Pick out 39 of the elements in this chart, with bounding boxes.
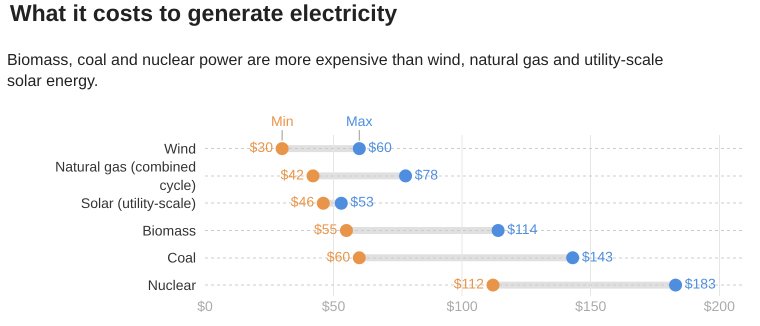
point [352,251,366,264]
data-label: $55 [314,221,338,238]
y-tick-label: Wind [164,140,196,157]
point [492,224,505,238]
data-label: $53 [350,194,374,210]
data-label: $114 [507,221,538,238]
y-tick-label: Coal [167,250,196,266]
point [352,142,366,156]
point [306,169,320,182]
point [669,278,682,292]
x-tick-label: $150 [575,298,606,314]
point [276,142,289,156]
series-label: Max [346,113,372,129]
series-label: Min [271,113,294,129]
chart-title: What it costs to generate electricity [10,0,398,26]
point [566,251,580,264]
y-tick-label: Solar (utility-scale) [80,195,196,212]
data-label: $60 [326,248,350,264]
data-label: $30 [250,139,274,156]
y-tick-label: Nuclear [148,276,196,293]
x-tick-label: $200 [704,298,736,314]
data-label: $46 [290,194,314,210]
data-label: $143 [582,248,614,264]
point [316,196,330,210]
data-label: $42 [280,166,304,182]
y-tick-label: Natural gas (combined cycle) [55,158,196,193]
point [486,278,500,292]
data-label: $60 [368,139,392,156]
point [340,224,353,238]
chart-subtitle: Biomass, coal and nuclear power are more expensive than wind, natural gas and utility-scale solar energy. [7,52,664,90]
y-tick-label: Biomass [142,222,196,238]
point [334,196,348,210]
data-label: $78 [414,166,438,182]
data-label: $112 [454,276,484,292]
data-label: $183 [684,276,716,292]
point [399,169,412,182]
x-tick-label: $0 [197,298,213,314]
x-tick-label: $50 [322,298,346,314]
x-tick-label: $100 [446,298,478,314]
